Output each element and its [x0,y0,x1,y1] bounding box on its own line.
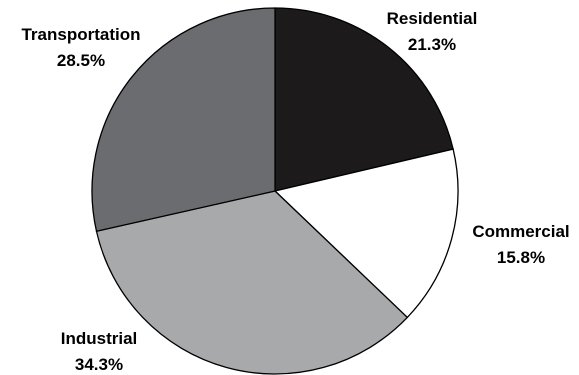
pie-slice-residential [274,7,454,192]
label-residential-name: Residential [387,9,478,28]
label-industrial-name: Industrial [61,329,138,348]
pie-slice-commercial [274,148,459,319]
label-commercial-value: 15.8% [497,248,545,267]
pie-slice-industrial [95,190,408,375]
label-industrial-value: 34.3% [75,355,123,374]
label-residential-value: 21.3% [408,35,456,54]
slice-labels: Residential 21.3% Commercial 15.8% Indus… [21,9,569,374]
pie-slices [91,7,459,375]
label-transportation-value: 28.5% [57,51,105,70]
label-commercial-name: Commercial [472,222,569,241]
label-transportation-name: Transportation [21,25,140,44]
pie-slice-transportation [91,7,276,232]
